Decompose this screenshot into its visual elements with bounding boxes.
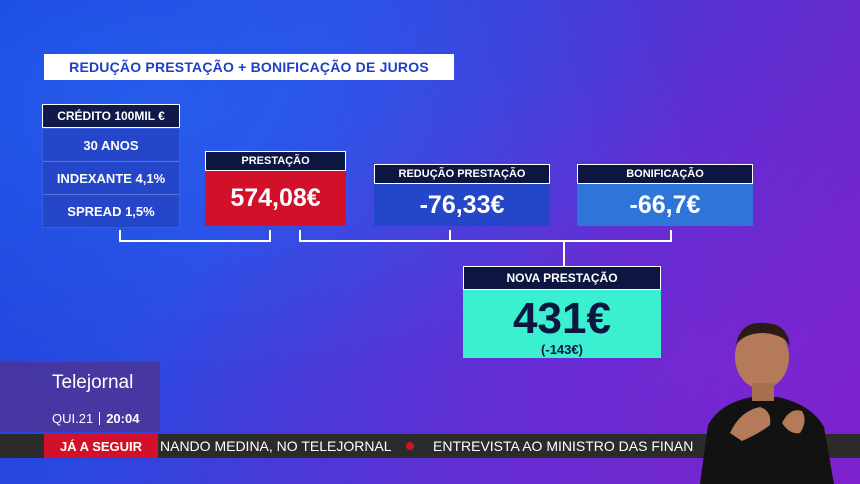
credit-header: CRÉDITO 100MIL € <box>42 104 180 128</box>
nova-prestacao-label: NOVA PRESTAÇÃO <box>463 266 661 290</box>
credit-term: 30 ANOS <box>43 129 179 162</box>
show-time: 20:04 <box>106 411 140 426</box>
show-datetime: QUI.21 20:04 <box>52 411 139 426</box>
reducao-label: REDUÇÃO PRESTAÇÃO <box>374 164 550 184</box>
bonificacao-value: -66,7€ <box>577 184 753 226</box>
connector-line <box>299 240 672 242</box>
nova-prestacao-box: 431€ (-143€) <box>463 290 661 358</box>
connector-line <box>269 230 271 242</box>
ticker-separator-dot <box>406 442 414 450</box>
graphic-title: REDUÇÃO PRESTAÇÃO + BONIFICAÇÃO DE JUROS <box>44 54 454 80</box>
connector-line <box>563 240 565 266</box>
credit-spread: SPREAD 1,5% <box>67 204 155 219</box>
show-panel <box>0 362 160 432</box>
ticker-item: NANDO MEDINA, NO TELEJORNAL <box>160 438 392 454</box>
reducao-value: -76,33€ <box>374 184 550 226</box>
nova-prestacao-value: 431€ <box>513 294 611 343</box>
show-day: QUI.21 <box>52 411 94 426</box>
connector-line <box>119 240 271 242</box>
nova-prestacao-difference: (-143€) <box>541 342 583 357</box>
show-name: Telejornal <box>52 372 134 393</box>
connector-line <box>670 230 672 242</box>
bonificacao-label: BONIFICAÇÃO <box>577 164 753 184</box>
credit-details: 30 ANOS INDEXANTE 4,1% SPREAD 1,5% <box>42 128 180 228</box>
connector-line <box>119 230 121 242</box>
prestacao-value: 574,08€ <box>205 171 346 226</box>
credit-index: INDEXANTE 4,1% <box>43 162 179 195</box>
date-separator <box>99 412 101 425</box>
sign-language-interpreter <box>700 322 834 484</box>
connector-line <box>449 230 451 242</box>
prestacao-label: PRESTAÇÃO <box>205 151 346 171</box>
ticker-label: JÁ A SEGUIR <box>44 434 158 458</box>
connector-line <box>299 230 301 242</box>
ticker-item: ENTREVISTA AO MINISTRO DAS FINAN <box>433 438 694 454</box>
